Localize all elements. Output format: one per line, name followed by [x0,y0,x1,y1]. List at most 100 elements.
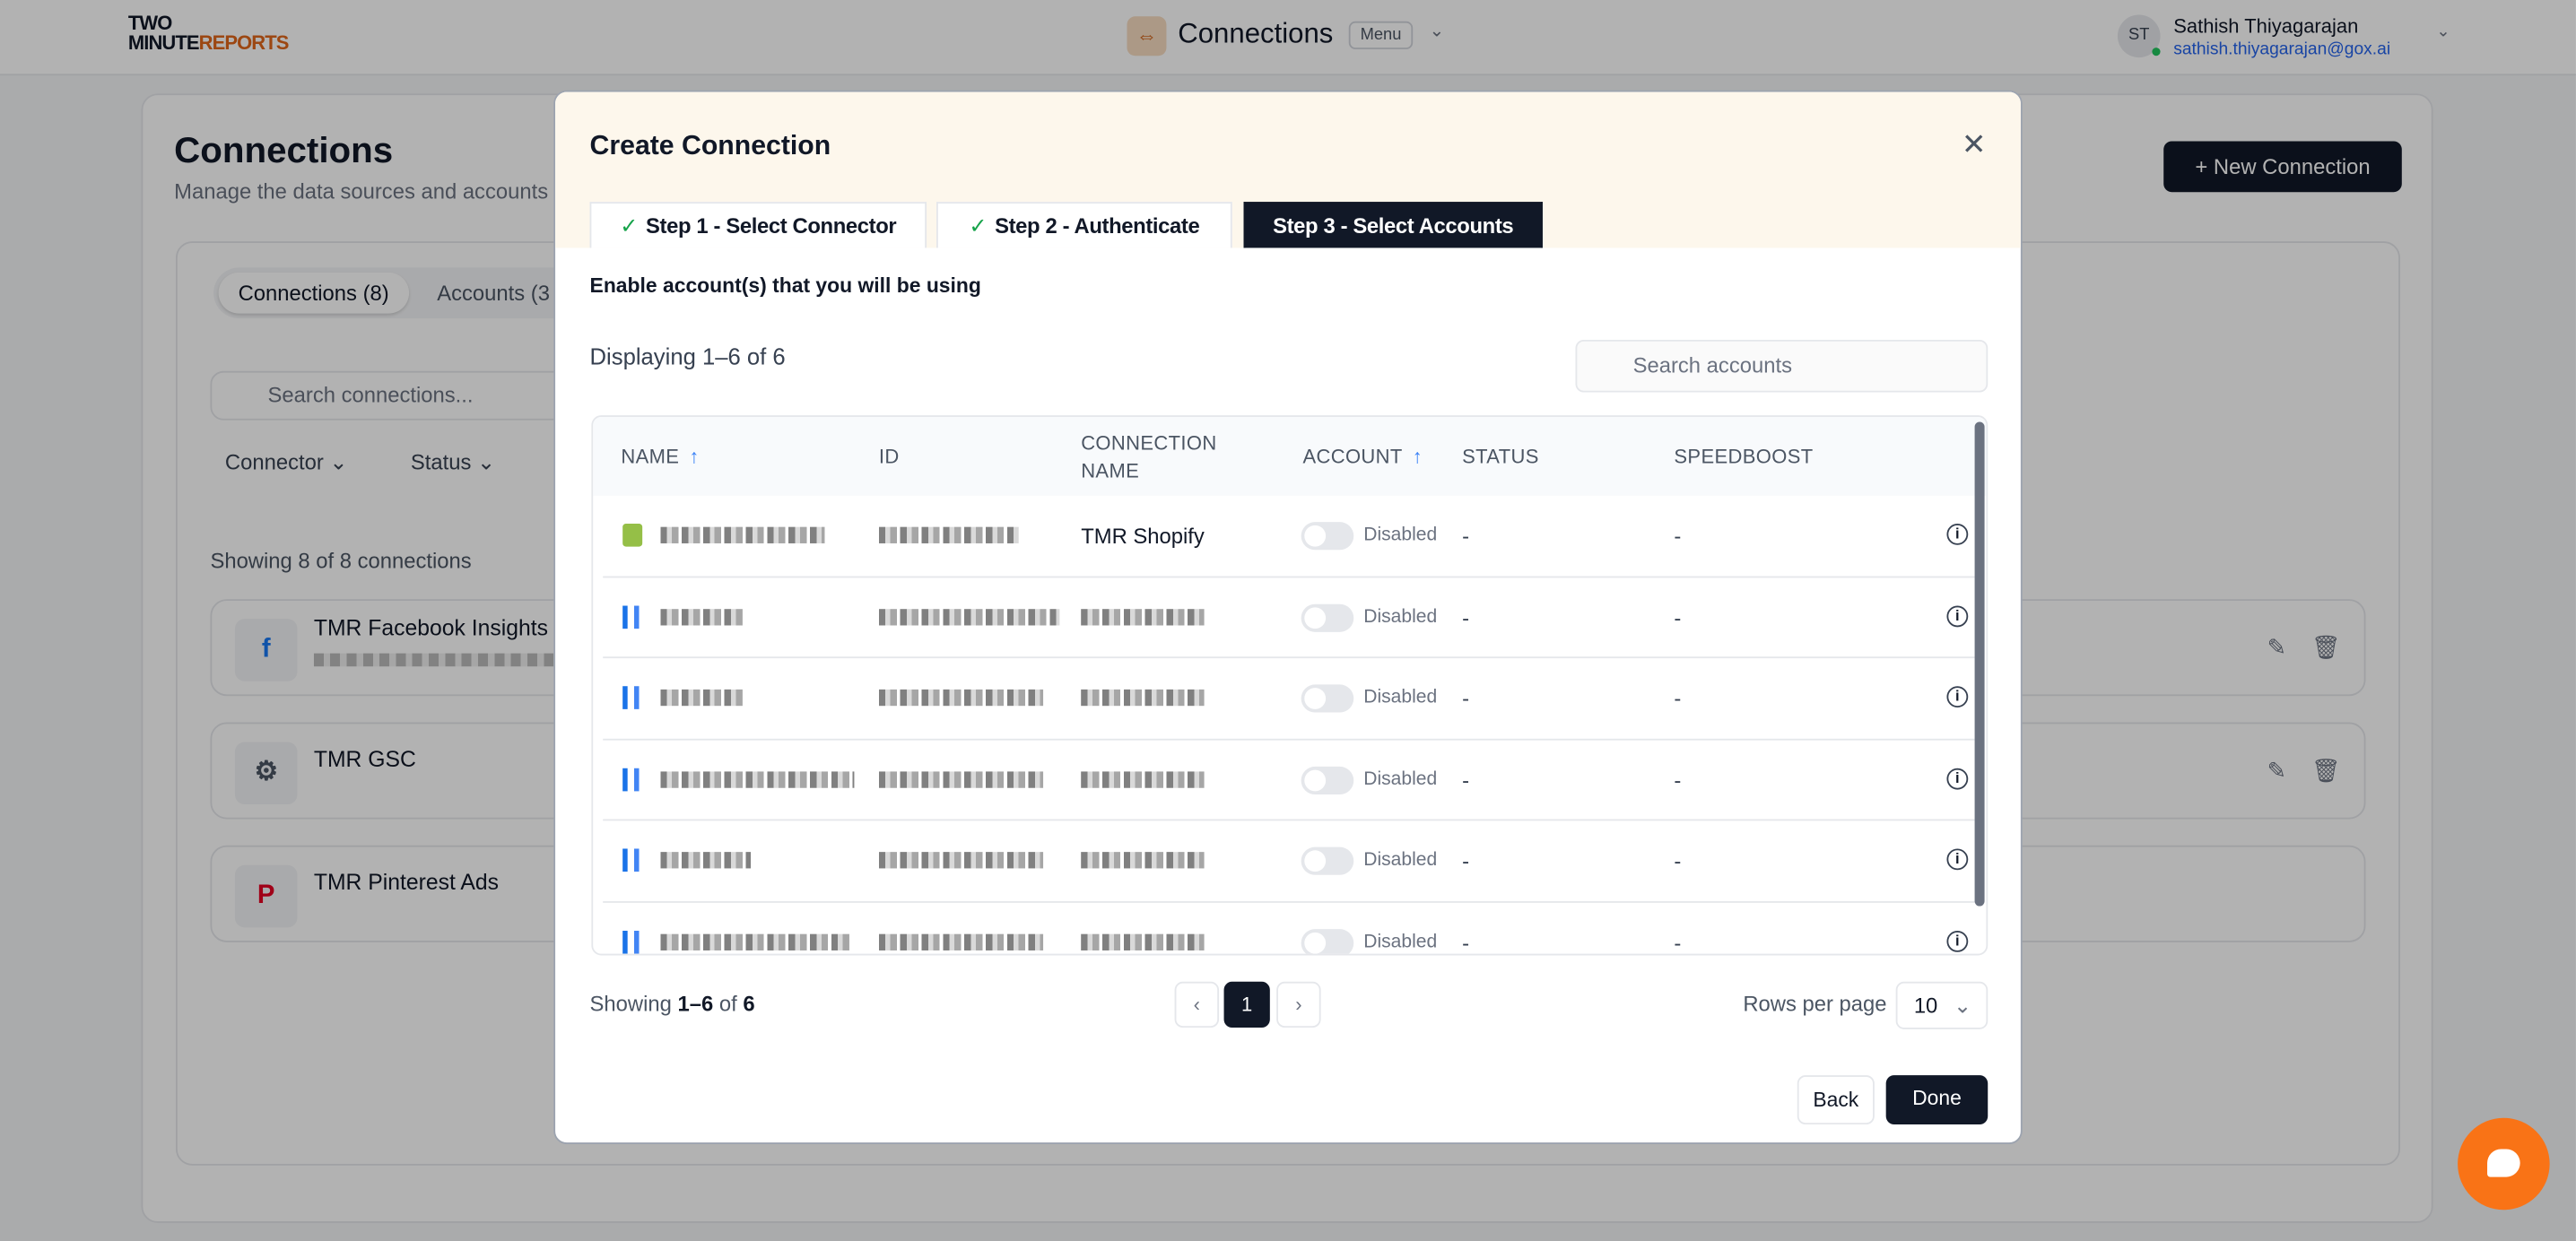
status-filter-label: Status [410,449,472,475]
edit-icon[interactable]: ✎ [2267,756,2287,784]
account-toggle[interactable] [1301,928,1354,954]
status-cell: - [1462,848,1470,873]
page-title: Connections [174,129,394,171]
footer-showing: Showing 1–6 of 6 [590,992,755,1016]
next-page-button[interactable]: › [1276,981,1321,1028]
account-toggle[interactable] [1301,766,1354,794]
rows-per-page-value: 10 [1913,993,1938,1019]
footer-prefix: Showing [589,991,678,1017]
accounts-table: NAME ↑ ID CONNECTION NAME ACCOUNT ↑ STATUS… [591,415,1989,956]
google-analytics-icon [622,767,640,791]
tab-step-2[interactable]: ✓ Step 2 - Authenticate [936,202,1232,248]
header-title: Connections [1178,18,1334,49]
status-cell: - [1462,686,1470,711]
table-row: Disabled - - i [603,740,1975,821]
table-row: TMR Shopify Disabled - - i [603,496,1975,577]
info-icon[interactable]: i [1946,604,1969,627]
pinterest-icon: P [234,864,298,928]
redacted-id [878,526,1019,543]
google-analytics-icon [622,848,640,872]
table-scrollbar[interactable] [1974,421,1985,907]
speedboost-cell: - [1674,848,1682,873]
done-button[interactable]: Done [1885,1075,1989,1125]
chat-bubble-icon [2487,1149,2520,1177]
account-toggle[interactable] [1301,684,1354,713]
speedboost-cell: - [1674,523,1682,549]
toggle-label: Disabled [1363,688,1438,708]
toggle-knob [1304,606,1327,629]
back-button[interactable]: Back [1797,1075,1875,1125]
logo[interactable]: TWO MINUTEREPORTS [127,11,290,53]
info-icon[interactable]: i [1946,767,1969,789]
new-connection-button[interactable]: + New Connection [2163,141,2402,193]
chat-button[interactable] [2458,1117,2550,1211]
sort-arrow-up-icon: ↑ [1412,445,1423,468]
modal-title: Create Connection [589,131,831,161]
redacted-name [660,608,743,625]
delete-icon[interactable]: 🗑 [2311,633,2341,660]
rows-per-page-label: Rows per page [1743,991,1887,1017]
google-ads-icon [622,604,640,629]
redacted-name [660,852,752,869]
speedboost-cell: - [1674,604,1682,630]
close-icon[interactable]: ✕ [1961,127,1987,161]
google-analytics-icon [622,930,640,953]
tab-step-3[interactable]: Step 3 - Select Accounts [1243,202,1543,248]
redacted-connection-name [1081,770,1205,787]
account-toggle[interactable] [1301,522,1354,551]
speedboost-cell: - [1674,686,1682,711]
search-accounts-input[interactable]: Search accounts [1575,339,1989,393]
menu-button[interactable]: Menu [1348,21,1414,49]
info-icon[interactable]: i [1946,930,1969,951]
google-ads-icon [622,686,640,709]
table-row: Disabled - - i [603,658,1975,740]
redacted-connection-name [1081,689,1205,707]
tab-step-1[interactable]: ✓ Step 1 - Select Connector [589,202,927,248]
connector-filter[interactable]: Connector ⌄ [224,449,348,475]
chevron-down-icon[interactable]: ⌄ [1429,21,1445,41]
step-label: Step 1 - Select Connector [646,213,897,239]
rows-per-page-select[interactable]: 10 ⌄ [1895,981,1989,1029]
connection-name: TMR GSC [313,746,416,772]
speedboost-cell: - [1674,767,1682,793]
toggle-knob [1304,688,1327,709]
tab-accounts[interactable]: Accounts (3 [437,281,550,306]
redacted-name [660,689,743,707]
redacted-id [878,770,1044,787]
user-menu-chevron-icon[interactable]: ⌄ [2436,22,2450,41]
info-icon[interactable]: i [1946,686,1969,708]
info-icon[interactable]: i [1946,523,1969,545]
logo-text-top: TWO [127,11,172,35]
user-name: Sathish Thiyagarajan [2173,14,2359,39]
column-status[interactable]: STATUS [1462,445,1539,468]
info-icon[interactable]: i [1946,848,1969,871]
account-toggle[interactable] [1301,846,1354,875]
column-name[interactable]: NAME ↑ [621,445,699,468]
toggle-label: Disabled [1363,606,1438,627]
prev-page-button[interactable]: ‹ [1174,981,1220,1028]
table-row: Disabled - - i [603,577,1975,659]
delete-icon[interactable]: 🗑 [2311,756,2341,784]
column-label: ACCOUNT [1302,445,1403,468]
chevron-down-icon: ⌄ [1953,993,1971,1019]
status-filter[interactable]: Status ⌄ [410,449,495,475]
tab-connections[interactable]: Connections (8) [218,272,409,314]
search-connections-input[interactable]: Search connections... [210,370,703,421]
toggle-knob [1304,850,1327,872]
edit-icon[interactable]: ✎ [2267,633,2287,660]
account-toggle[interactable] [1301,603,1354,631]
shopify-icon [622,523,643,547]
column-id[interactable]: ID [878,445,900,468]
column-label: NAME [621,445,680,468]
link-icon: ⇔ [1127,16,1167,56]
status-cell: - [1462,930,1470,955]
column-connection-name[interactable]: CONNECTION NAME [1081,431,1217,483]
toggle-knob [1304,525,1327,547]
column-account[interactable]: ACCOUNT ↑ [1302,445,1423,468]
toggle-label: Disabled [1363,768,1438,789]
page-1-button[interactable]: 1 [1223,981,1270,1028]
column-speedboost[interactable]: SPEEDBOOST [1674,445,1814,468]
connections-count: Showing 8 of 8 connections [210,548,472,573]
toggle-knob [1304,931,1327,953]
step-label: Step 2 - Authenticate [995,213,1200,239]
